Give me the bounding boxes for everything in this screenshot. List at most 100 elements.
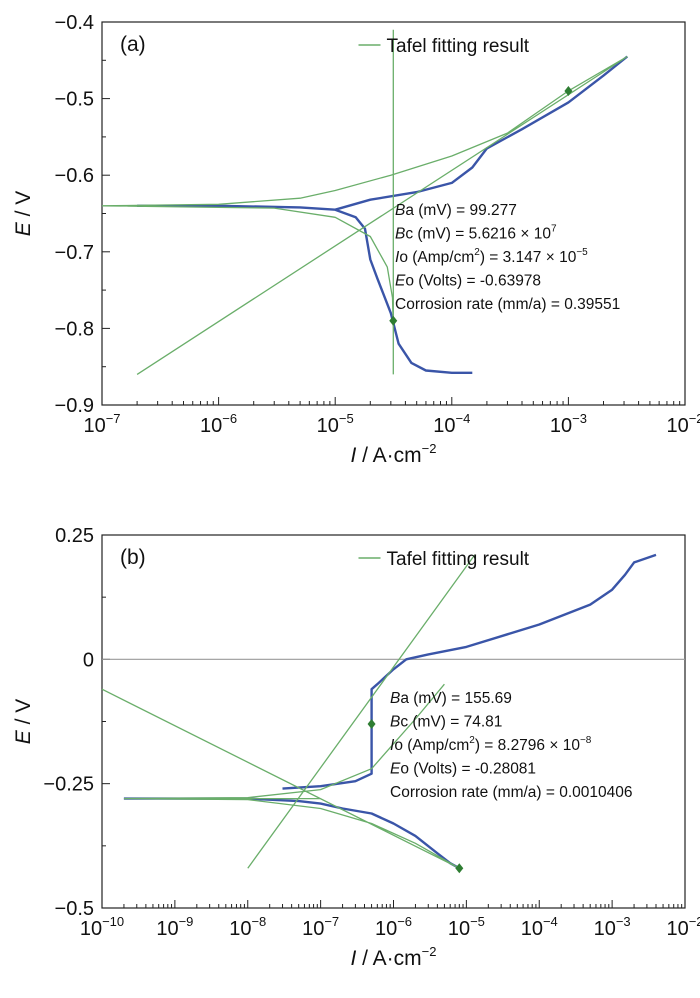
fit-line [101, 29, 628, 375]
x-tick-exponent: −3 [616, 914, 631, 929]
fit-result-part: a (mV) = 99.277 [405, 202, 517, 219]
x-tick-label: 10−4 [521, 914, 558, 940]
fit-result: Eo (Volts) = -0.28081 [390, 761, 536, 778]
fit-result-part: B [390, 690, 400, 707]
x-tick-base: 10 [550, 415, 572, 437]
fit-point [564, 85, 573, 96]
fit-result-part: o (Amp/cm [399, 249, 474, 266]
fit-result-part: ) = 3.147 × 10 [480, 249, 577, 266]
x-tick-exponent: −6 [397, 914, 412, 929]
fit-result-part: 2 [474, 247, 480, 258]
x-axis-label: I / A·cm−2 [350, 441, 436, 467]
x-tick-label: 10−5 [448, 914, 485, 940]
x-axis-symbol: I [350, 444, 356, 467]
x-tick-label: 10−6 [375, 914, 412, 940]
x-tick-base: 10 [433, 415, 455, 437]
x-axis-unit: / A·cm [356, 947, 421, 970]
panel: 10−10 10−9 10−8 10−7 10−6 10−5 10−4 10−3 10−2−0.… [12, 525, 700, 970]
panel-label: (b) [120, 546, 146, 569]
x-tick-base: 10 [80, 918, 102, 940]
x-tick-base: 10 [448, 918, 470, 940]
y-tick-label: −0.7 [55, 242, 94, 264]
y-axis-symbol: E [12, 221, 35, 236]
fit-result: Ba (mV) = 155.69 [390, 690, 512, 707]
panel: 10−7 10−6 10−5 10−4 10−3 10−2−0.9−0.8−0.7−0.6… [12, 12, 700, 467]
x-tick-exponent: −4 [456, 411, 471, 426]
fit-result-part: Corrosion rate (mm/a) = 0.39551 [395, 296, 620, 313]
x-tick-exponent: −2 [689, 914, 700, 929]
x-axis-label: I / A·cm−2 [350, 944, 436, 970]
fit-result: Io (Amp/cm2) = 8.2796 × 10−8 [390, 735, 592, 754]
x-tick-exponent: −10 [102, 914, 124, 929]
x-tick-base: 10 [666, 918, 688, 940]
fit-line [101, 554, 476, 869]
panel-label: (a) [120, 33, 146, 56]
y-axis-unit: / V [12, 191, 35, 223]
legend-label: Tafel fitting result [387, 36, 530, 57]
x-tick-label: 10−8 [229, 914, 266, 940]
x-tick-base: 10 [156, 918, 178, 940]
fit-result: Ba (mV) = 99.277 [395, 202, 517, 219]
fit-result-part: o (Amp/cm [394, 737, 469, 754]
x-tick-base: 10 [229, 918, 251, 940]
y-axis-symbol: E [12, 729, 35, 744]
x-axis-exponent: −2 [422, 441, 437, 456]
y-tick-label: 0.25 [55, 525, 94, 547]
fit-result-part: B [390, 714, 400, 731]
x-tick-label: 10−5 [317, 411, 354, 437]
x-tick-label: 10−2 [666, 411, 700, 437]
x-tick-exponent: −9 [179, 914, 194, 929]
fit-result-part: B [395, 226, 405, 243]
fit-point [367, 718, 376, 729]
x-tick-base: 10 [375, 918, 397, 940]
x-tick-base: 10 [666, 415, 688, 437]
fit-result-part: −8 [580, 735, 592, 746]
fit-result-part: 2 [469, 735, 475, 746]
fit-result-part: I [395, 249, 400, 266]
y-tick-label: −0.4 [55, 12, 94, 34]
x-tick-exponent: −8 [251, 914, 266, 929]
fit-result: Corrosion rate (mm/a) = 0.0010406 [390, 784, 633, 801]
y-tick-label: −0.5 [55, 89, 94, 111]
x-axis-exponent: −2 [422, 944, 437, 959]
fit-point [389, 315, 398, 326]
fit-result-part: ) = 8.2796 × 10 [475, 737, 581, 754]
polarization-curve [123, 553, 657, 870]
fit-result-part: B [395, 202, 405, 219]
x-tick-exponent: −6 [222, 411, 237, 426]
x-tick-label: 10−6 [200, 411, 237, 437]
y-tick-label: −0.5 [55, 898, 94, 920]
x-tick-label: 10−3 [594, 914, 631, 940]
fit-result-part: a (mV) = 155.69 [400, 690, 512, 707]
x-tick-base: 10 [200, 415, 222, 437]
x-tick-base: 10 [594, 918, 616, 940]
x-tick-label: 10−9 [156, 914, 193, 940]
fit-result: Bc (mV) = 5.6216 × 107 [395, 224, 557, 243]
fit-result-part: o (Volts) = -0.63978 [405, 273, 541, 290]
x-tick-exponent: −2 [689, 411, 700, 426]
x-tick-label: 10−3 [550, 411, 587, 437]
fit-result: Io (Amp/cm2) = 3.147 × 10−5 [395, 247, 588, 266]
y-axis-unit: / V [12, 699, 35, 731]
fit-result-part: Corrosion rate (mm/a) = 0.0010406 [390, 784, 633, 801]
fit-result-part: I [390, 737, 395, 754]
fit-point [455, 863, 464, 874]
x-tick-exponent: −7 [324, 914, 339, 929]
fit-result-part: E [395, 273, 406, 290]
fit-result-part: c (mV) = 5.6216 × 10 [405, 226, 551, 243]
x-tick-base: 10 [521, 918, 543, 940]
x-tick-base: 10 [83, 415, 105, 437]
x-tick-label: 10−2 [666, 914, 700, 940]
x-axis-unit: / A·cm [356, 444, 421, 467]
y-tick-label: 0 [83, 649, 94, 671]
y-tick-label: −0.8 [55, 318, 94, 340]
x-tick-base: 10 [302, 918, 324, 940]
fit-result-part: c (mV) = 74.81 [400, 714, 502, 731]
x-tick-label: 10−4 [433, 411, 470, 437]
x-tick-exponent: −5 [470, 914, 485, 929]
fit-result: Corrosion rate (mm/a) = 0.39551 [395, 296, 620, 313]
y-axis-label: E / V [12, 191, 35, 237]
x-tick-exponent: −7 [106, 411, 121, 426]
x-tick-label: 10−7 [83, 411, 120, 437]
